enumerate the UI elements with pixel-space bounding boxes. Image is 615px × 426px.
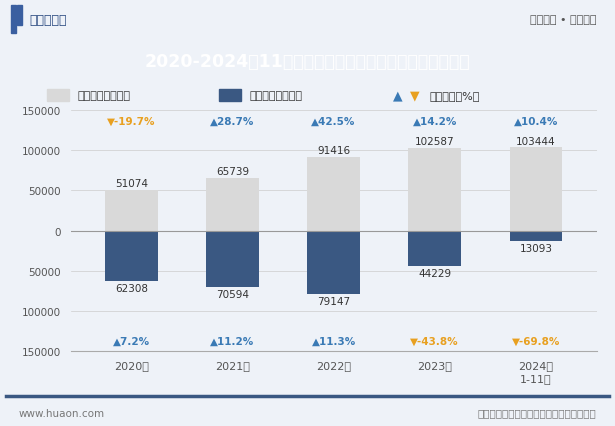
Text: 数据来源：中国海关，华经产业研究院整理: 数据来源：中国海关，华经产业研究院整理 — [478, 408, 597, 417]
Text: 103444: 103444 — [516, 136, 556, 147]
Text: 华经情报网: 华经情报网 — [30, 14, 67, 27]
Text: 70594: 70594 — [216, 290, 249, 299]
Bar — [206, 178, 259, 231]
Text: ▼-19.7%: ▼-19.7% — [107, 116, 156, 127]
Text: 专业严谨 • 客观科学: 专业严谨 • 客观科学 — [530, 15, 597, 25]
Text: ▼: ▼ — [410, 89, 419, 102]
Bar — [206, 231, 259, 288]
Text: 出口额（万美元）: 出口额（万美元） — [78, 91, 131, 101]
Text: ▼-43.8%: ▼-43.8% — [410, 336, 459, 346]
Bar — [510, 231, 562, 242]
Bar — [308, 158, 360, 231]
Text: ▲11.2%: ▲11.2% — [210, 336, 255, 346]
Text: 65739: 65739 — [216, 167, 249, 177]
Text: ▲10.4%: ▲10.4% — [514, 116, 558, 127]
Text: 102587: 102587 — [415, 137, 454, 147]
Bar — [105, 231, 157, 281]
Text: ▲7.2%: ▲7.2% — [113, 336, 150, 346]
Text: ▲28.7%: ▲28.7% — [210, 116, 255, 127]
Text: 2020-2024年11月宝鸡市商品收发货人所在地进、出口额: 2020-2024年11月宝鸡市商品收发货人所在地进、出口额 — [145, 53, 470, 71]
Text: 62308: 62308 — [115, 283, 148, 293]
Text: 91416: 91416 — [317, 146, 350, 156]
Bar — [219, 89, 241, 102]
Text: ▲11.3%: ▲11.3% — [312, 336, 355, 346]
Bar — [510, 148, 562, 231]
Text: 同比增长（%）: 同比增长（%） — [429, 91, 480, 101]
Text: ▲: ▲ — [394, 89, 403, 102]
Text: ▼-69.8%: ▼-69.8% — [512, 336, 560, 346]
Text: www.huaon.com: www.huaon.com — [18, 408, 105, 417]
Text: 13093: 13093 — [520, 243, 552, 253]
Text: ▲42.5%: ▲42.5% — [311, 116, 356, 127]
Bar — [11, 6, 16, 35]
Text: 44229: 44229 — [418, 268, 451, 278]
Bar — [408, 231, 461, 267]
Bar — [47, 89, 69, 102]
Bar — [408, 149, 461, 231]
Text: ▲14.2%: ▲14.2% — [413, 116, 457, 127]
Bar — [17, 6, 22, 26]
Bar — [308, 231, 360, 295]
Text: 进口额（万美元）: 进口额（万美元） — [250, 91, 303, 101]
Text: 51074: 51074 — [115, 178, 148, 188]
Bar — [105, 190, 157, 231]
Text: 79147: 79147 — [317, 296, 350, 306]
